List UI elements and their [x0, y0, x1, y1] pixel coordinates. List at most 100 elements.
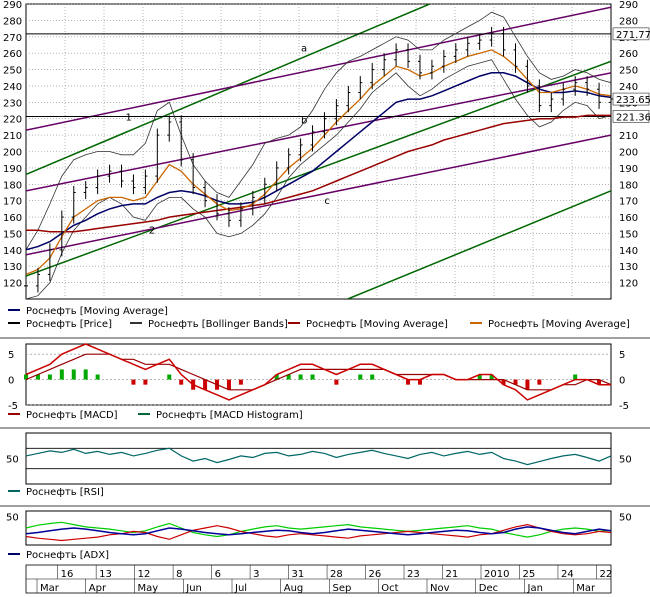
price-y-tick-right: 280	[619, 16, 638, 27]
price-y-tick-left: 260	[3, 49, 22, 60]
rsi-y-tick-left: 50	[6, 455, 19, 466]
x-day-label: 8	[176, 569, 182, 580]
x-month-label: Nov	[430, 583, 450, 594]
x-month-label: Apr	[89, 583, 107, 594]
price-y-tick-right: 190	[619, 164, 638, 175]
trendline	[347, 190, 611, 299]
x-day-label: 3	[253, 569, 259, 580]
price-y-tick-right: 200	[619, 148, 638, 159]
price-y-tick-left: 250	[3, 66, 22, 77]
price-y-tick-right: 120	[619, 279, 638, 290]
moving-average-fast-line	[26, 49, 611, 276]
chart-annotation: b	[301, 116, 307, 127]
price-y-tick-left: 210	[3, 131, 22, 142]
price-y-tick-left: 290	[3, 0, 22, 11]
macd-y-tick-right: 0	[619, 376, 625, 387]
price-y-tick-left: 120	[3, 279, 22, 290]
x-day-label: 28	[330, 569, 343, 580]
x-month-label: Mar	[576, 583, 596, 594]
adx-plus-di-line	[25, 521, 612, 538]
x-month-label: Mar	[40, 583, 60, 594]
price-y-tick-left: 230	[3, 98, 22, 109]
value-label-upper: 271.77	[616, 30, 650, 41]
price-y-tick-right: 290	[619, 0, 638, 11]
legend-label: Роснефть [MACD]	[26, 410, 118, 421]
x-month-label: Sep	[333, 583, 352, 594]
macd-line	[25, 343, 611, 401]
price-y-tick-left: 160	[3, 213, 22, 224]
x-day-label: 13	[99, 569, 112, 580]
x-month-label: Jul	[234, 583, 247, 594]
value-label-box	[612, 92, 650, 106]
trendline	[26, 6, 611, 131]
price-y-tick-right: 130	[619, 262, 638, 273]
legend-label: Роснефть [ADX]	[26, 550, 109, 561]
legend-label: Роснефть [Moving Average]	[26, 306, 168, 317]
value-label-box	[612, 27, 650, 41]
macd-signal-line	[25, 353, 612, 391]
legend-label: Роснефть [Moving Average]	[306, 319, 448, 330]
price-y-tick-right: 260	[619, 49, 638, 60]
legend-label: Роснефть [Price]	[26, 319, 112, 330]
price-y-tick-left: 130	[3, 262, 22, 273]
price-y-tick-left: 150	[3, 229, 22, 240]
macd-y-tick-left: 5	[8, 350, 14, 361]
moving-average-mid-line	[26, 72, 611, 251]
rsi-panel-frame	[25, 432, 612, 485]
x-day-label: 6	[215, 569, 221, 580]
macd-y-tick-right: -5	[619, 401, 629, 412]
rsi-line	[25, 447, 612, 466]
x-month-label: May	[138, 583, 159, 594]
legend-label: Роснефть [Bollinger Bands]	[148, 319, 288, 330]
legend-label: Роснефть [Moving Average]	[488, 319, 630, 330]
price-y-tick-right: 180	[619, 180, 638, 191]
legend-label: Роснефть [MACD Histogram]	[156, 410, 303, 421]
price-panel-frame	[25, 3, 612, 300]
x-day-label: 24	[561, 569, 574, 580]
price-y-tick-right: 160	[619, 213, 638, 224]
price-y-tick-left: 140	[3, 246, 22, 257]
price-y-tick-left: 220	[3, 115, 22, 126]
price-y-tick-left: 280	[3, 16, 22, 27]
x-month-label: Jun	[185, 583, 202, 594]
price-y-tick-left: 270	[3, 33, 22, 44]
x-day-label: 26	[369, 569, 382, 580]
x-month-label: Dec	[479, 583, 498, 594]
trendline	[26, 134, 611, 256]
x-day-label: 12	[138, 569, 151, 580]
price-y-tick-right: 210	[619, 131, 638, 142]
x-day-label: 21	[446, 569, 459, 580]
macd-y-tick-right: 5	[619, 350, 625, 361]
price-y-tick-right: 240	[619, 82, 638, 93]
price-y-tick-right: 150	[619, 229, 638, 240]
value-label-last: 233.65	[616, 95, 650, 106]
chart-annotation: c	[324, 196, 330, 207]
price-y-tick-left: 200	[3, 148, 22, 159]
trendline	[26, 72, 611, 192]
adx-y-tick-left: 50	[6, 513, 19, 524]
price-y-tick-right: 140	[619, 246, 638, 257]
rsi-y-tick-right: 50	[619, 455, 632, 466]
price-y-tick-right: 250	[619, 66, 638, 77]
x-month-label: Jan	[527, 583, 543, 594]
trendline	[26, 4, 430, 176]
macd-y-tick-left: -5	[8, 401, 18, 412]
price-y-tick-left: 240	[3, 82, 22, 93]
price-y-tick-left: 180	[3, 180, 22, 191]
x-day-label: 31	[292, 569, 305, 580]
chart-annotation: a	[301, 44, 307, 55]
value-label-box	[612, 110, 650, 123]
price-y-tick-right: 170	[619, 197, 638, 208]
x-day-label: 16	[61, 569, 74, 580]
bollinger-lower-line	[26, 59, 611, 299]
macd-y-tick-left: 0	[8, 376, 14, 387]
x-day-label: 23	[407, 569, 420, 580]
x-day-label: 25	[522, 569, 535, 580]
adx-line	[25, 526, 612, 536]
value-label-lower: 221.36	[616, 112, 650, 123]
x-month-label: Oct	[381, 583, 398, 594]
chart-annotation: 2	[149, 225, 155, 236]
moving-average-slow-line	[26, 114, 611, 233]
